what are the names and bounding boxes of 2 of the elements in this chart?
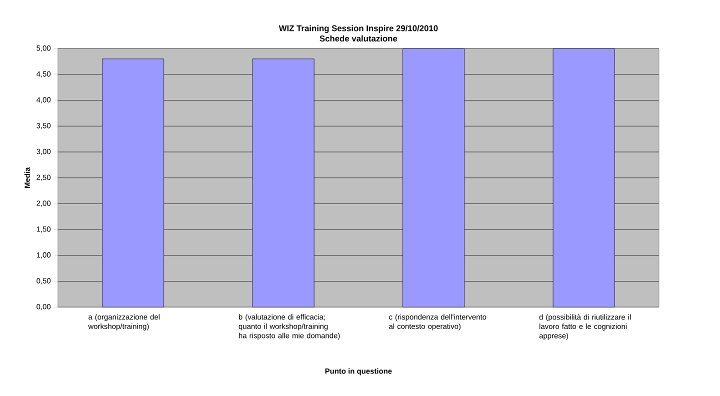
chart-title: WIZ Training Session Inspire 29/10/2010: [278, 25, 438, 34]
chart-subtitle: Schede valutazione: [320, 35, 398, 42]
